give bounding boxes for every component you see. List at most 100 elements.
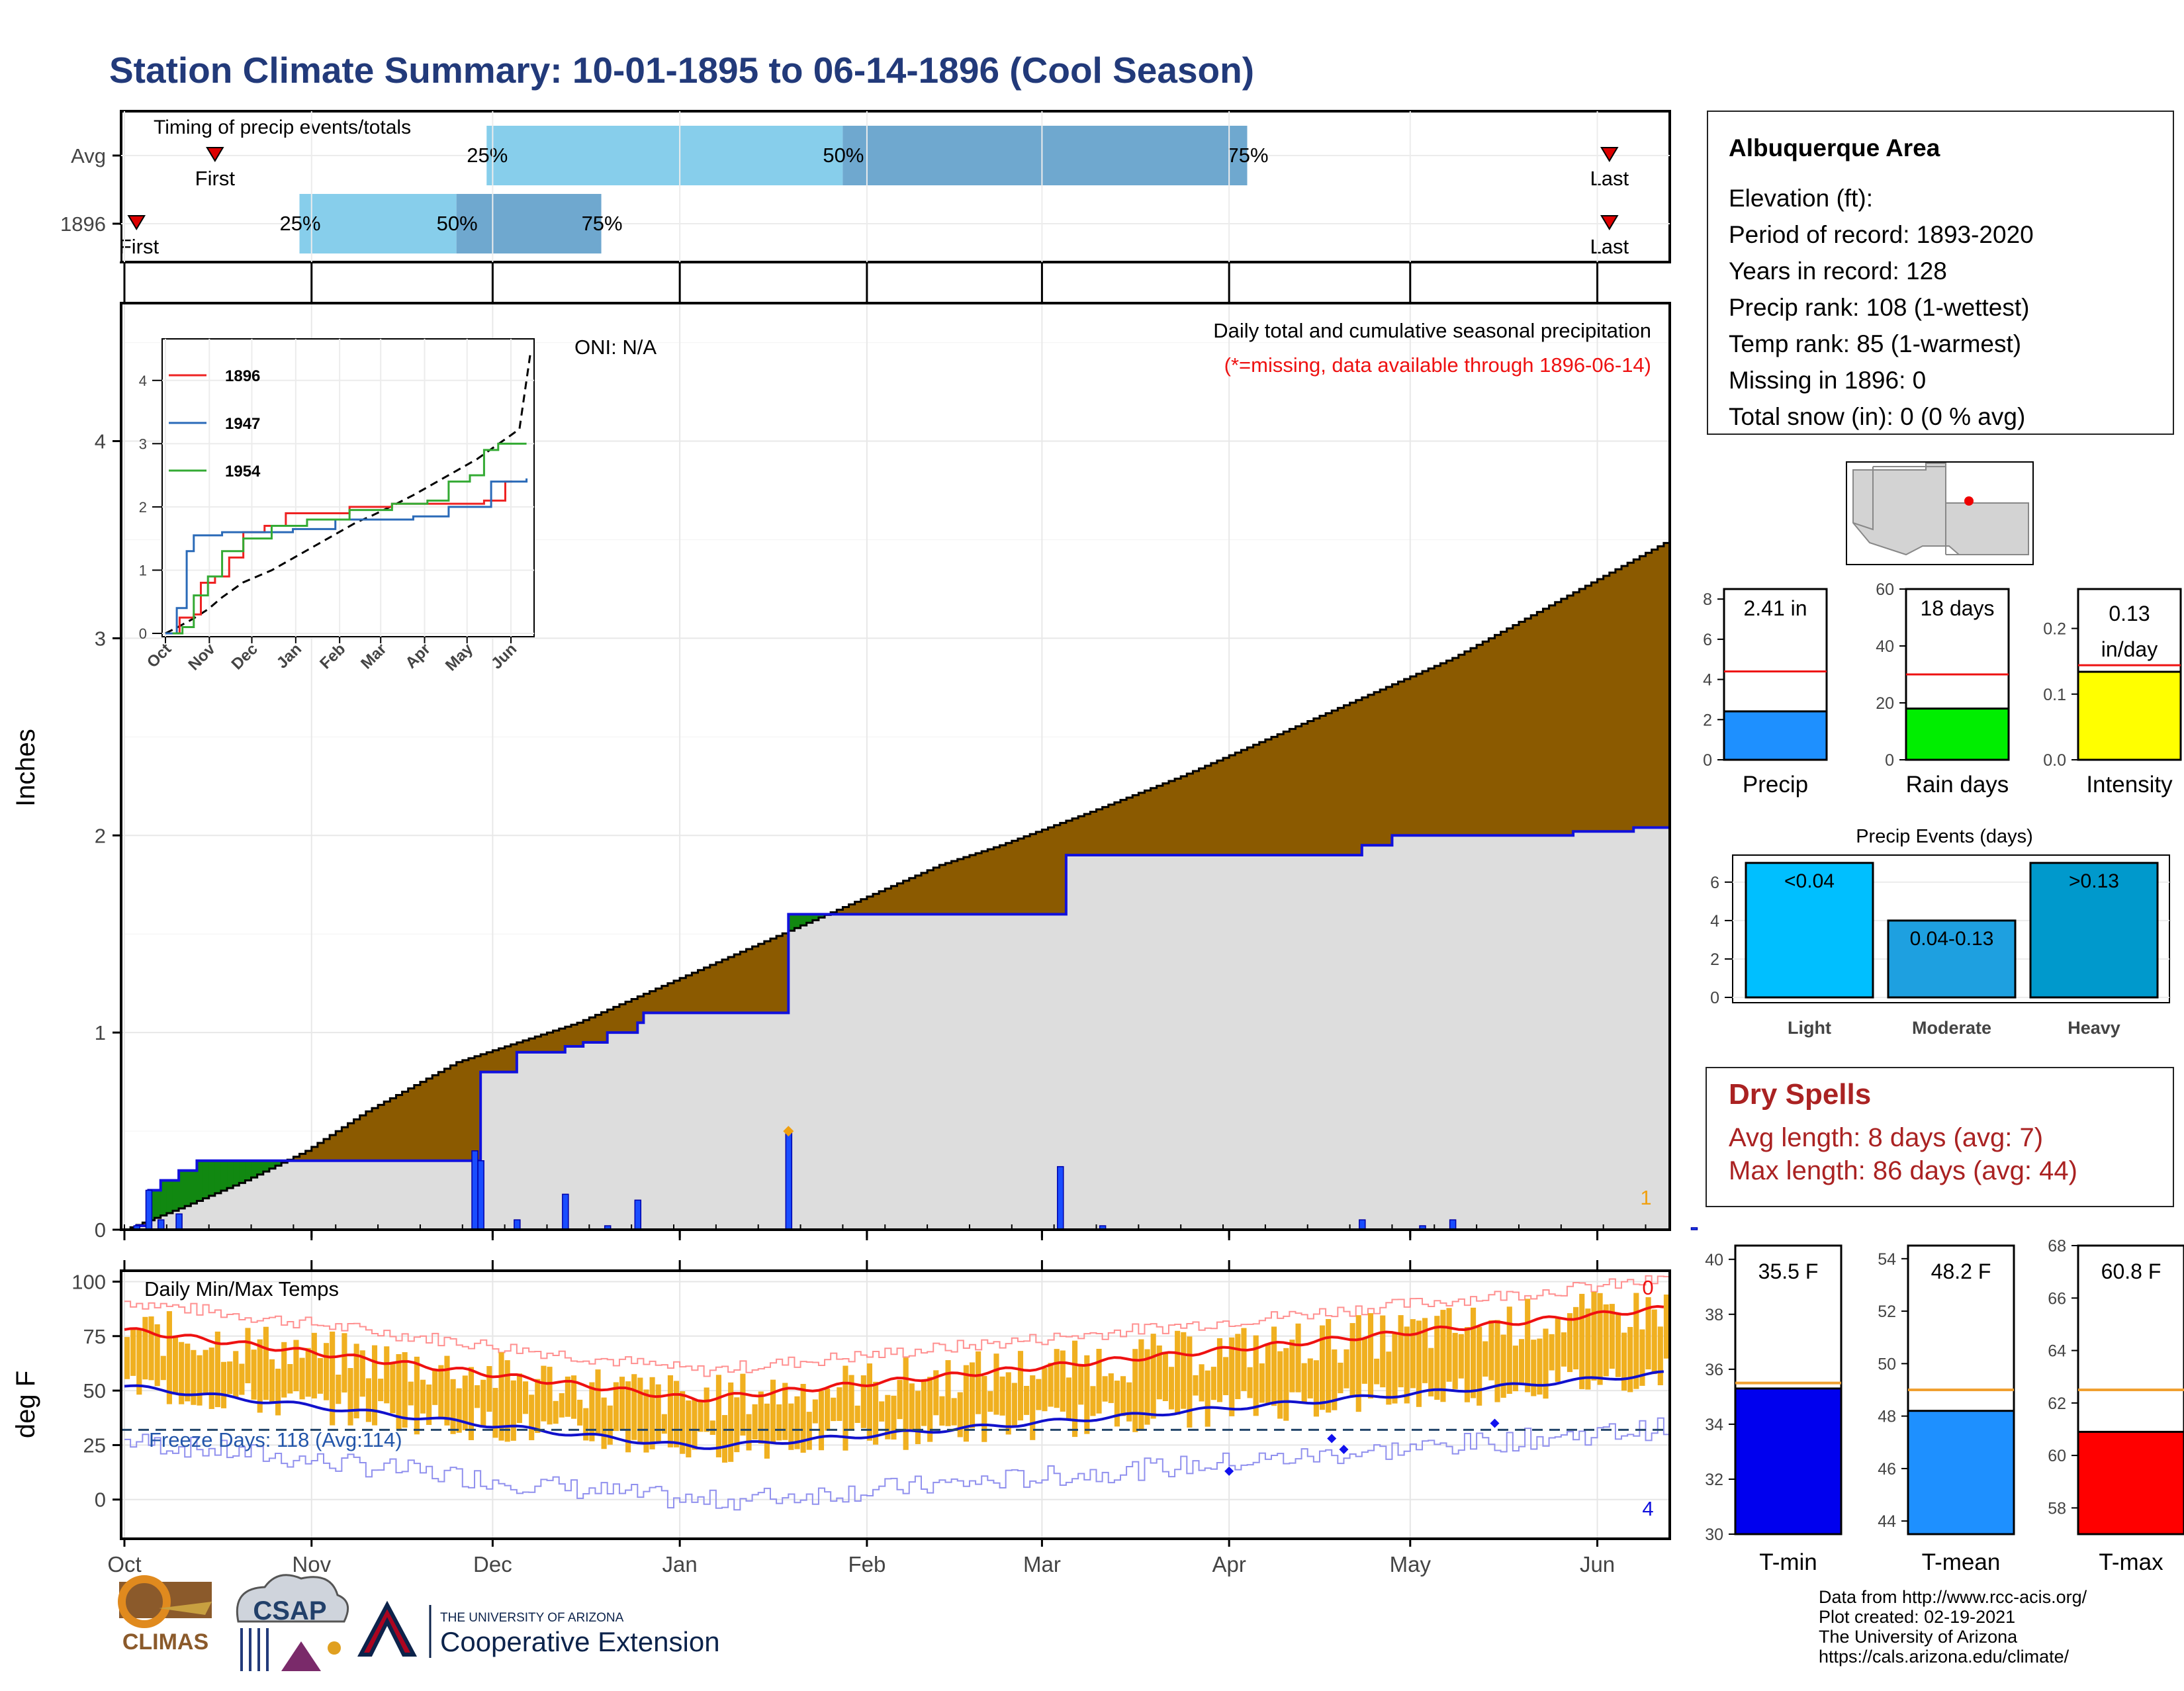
- oni-label: ONI: N/A: [574, 336, 657, 359]
- inset-legend-label: 1954: [225, 463, 261, 480]
- daily-temp-bar: [420, 1379, 426, 1414]
- summary-bar-y-label: 0: [1703, 751, 1712, 770]
- events-bar-range: <0.04: [1784, 870, 1835, 892]
- daily-temp-bar: [220, 1361, 227, 1408]
- events-y-label: 6: [1710, 874, 1719, 892]
- csap-logo: CSAP: [236, 1574, 349, 1671]
- summary-bar-charts: 0 2 4 6 8 2.41 in Precip 0 20 40 60 18 days Rain day…: [1703, 580, 2182, 798]
- events-y-label: 2: [1710, 950, 1719, 969]
- footer: Data from http://www.rcc-acis.org/Plot c…: [118, 1574, 2087, 1671]
- daily-temp-bar: [661, 1414, 667, 1434]
- daily-temp-bar: [1633, 1293, 1639, 1389]
- above-normal-segment: [166, 1180, 173, 1213]
- daily-temp-bar: [812, 1399, 818, 1424]
- daily-temp-bar: [649, 1377, 655, 1449]
- daily-temp-bar: [1531, 1340, 1537, 1396]
- daily-temp-bar: [933, 1370, 939, 1416]
- events-bar-label: Heavy: [2068, 1018, 2120, 1038]
- daily-temp-bar: [607, 1405, 613, 1445]
- precip-y-tick-label: 2: [95, 824, 106, 847]
- daily-temp-bar: [390, 1363, 396, 1414]
- daily-temp-bar: [1326, 1318, 1332, 1413]
- daily-temp-bar: [848, 1375, 854, 1431]
- daily-temp-bar: [1011, 1383, 1017, 1428]
- daily-temp-bar: [565, 1376, 570, 1417]
- daily-temp-bar: [475, 1385, 480, 1408]
- inset-series-line: [165, 480, 513, 635]
- daily-temp-bar: [1627, 1326, 1633, 1393]
- daily-precip-bar: [785, 1130, 793, 1230]
- daily-temp-bar: [1603, 1304, 1609, 1377]
- page-title: Station Climate Summary: 10-01-1895 to 0…: [109, 50, 1254, 91]
- daily-temp-bar: [559, 1393, 565, 1418]
- observed-cumulative-area: [124, 827, 1670, 1230]
- map-state-borders: [1852, 466, 2029, 555]
- temp-missing-low: 4: [1642, 1497, 1653, 1520]
- daily-temp-bar: [510, 1380, 516, 1441]
- daily-temp-bar: [1102, 1376, 1108, 1402]
- daily-temp-bar: [553, 1400, 559, 1424]
- summary-bar-y-label: 0: [1885, 751, 1894, 770]
- daily-temp-bar: [1349, 1323, 1355, 1396]
- daily-temp-bar: [1567, 1313, 1573, 1373]
- daily-temp-bar: [535, 1379, 541, 1434]
- daily-temp-bar: [963, 1365, 969, 1442]
- station-info-line: Years in record: 128: [1729, 257, 1947, 285]
- daily-temp-bar: [1042, 1367, 1048, 1412]
- climas-logo-text: CLIMAS: [122, 1629, 208, 1655]
- daily-temp-bar: [1144, 1349, 1150, 1425]
- precip-y-tick-label: 0: [95, 1218, 106, 1242]
- daily-temp-bar: [233, 1351, 239, 1398]
- above-normal-segment: [257, 1160, 264, 1175]
- avg-tmin-line: [124, 1370, 1664, 1450]
- csap-logo-text: CSAP: [253, 1596, 326, 1625]
- daily-temp-bar: [1543, 1328, 1549, 1399]
- month-label: Dec: [473, 1552, 512, 1577]
- summary-bar-y-label: 4: [1703, 671, 1712, 690]
- daily-temp-bar: [1307, 1358, 1313, 1398]
- temp-y-tick-label: 75: [83, 1325, 106, 1348]
- daily-temp-bar: [263, 1326, 269, 1400]
- daily-temp-bar: [951, 1398, 957, 1426]
- daily-temp-bar: [504, 1360, 510, 1442]
- temp-bar-y-label: 30: [1705, 1526, 1723, 1544]
- daily-temp-bar: [311, 1332, 317, 1398]
- daily-temp-bar: [1471, 1307, 1477, 1398]
- inset-series-line: [165, 478, 528, 635]
- summary-bar-value-label: 2.41 in: [1743, 596, 1807, 620]
- month-label: Apr: [1212, 1552, 1246, 1577]
- daily-temp-bar: [480, 1379, 486, 1428]
- daily-temp-bar: [1367, 1313, 1374, 1398]
- temp-y-axis: 0 25 50 75 100: [71, 1270, 121, 1512]
- timing-p50-label: 50%: [823, 144, 864, 167]
- daily-temp-bar: [1319, 1325, 1326, 1410]
- temp-y-tick-label: 25: [83, 1434, 106, 1457]
- daily-temp-bar: [359, 1350, 365, 1397]
- daily-temp-bar: [570, 1375, 577, 1419]
- first-event-marker-icon: [127, 215, 146, 230]
- daily-temp-bar: [1253, 1335, 1259, 1416]
- station-lines: Elevation (ft): Period of record: 1893-20…: [1729, 185, 2034, 430]
- summary-bar-y-label: 0.2: [2043, 620, 2066, 639]
- dry-spells-avg: Avg length: 8 days (avg: 7): [1729, 1123, 2043, 1152]
- temp-content: [121, 1275, 1670, 1511]
- summary-bar-label: Rain days: [1906, 772, 2009, 798]
- daily-temp-bar: [130, 1327, 136, 1376]
- timing-p50-label: 50%: [437, 212, 478, 235]
- daily-temp-bar: [1579, 1293, 1585, 1389]
- daily-temp-bar: [583, 1408, 589, 1441]
- timing-p25-label: 25%: [280, 212, 321, 235]
- inset-y-tick-label: 1: [139, 562, 147, 578]
- events-y-label: 4: [1710, 912, 1719, 931]
- daily-temp-bar: [529, 1394, 535, 1441]
- daily-precip-bar: [514, 1219, 521, 1230]
- daily-temp-bar: [776, 1404, 782, 1441]
- daily-temp-bar: [1573, 1306, 1579, 1370]
- daily-temp-bar: [136, 1328, 142, 1395]
- daily-temp-bar: [1343, 1349, 1349, 1389]
- events-bar-range: >0.13: [2069, 870, 2119, 892]
- last-event-label: Last: [1590, 235, 1629, 258]
- daily-temp-bar: [1216, 1338, 1223, 1402]
- station-info-line: Elevation (ft):: [1729, 185, 1873, 212]
